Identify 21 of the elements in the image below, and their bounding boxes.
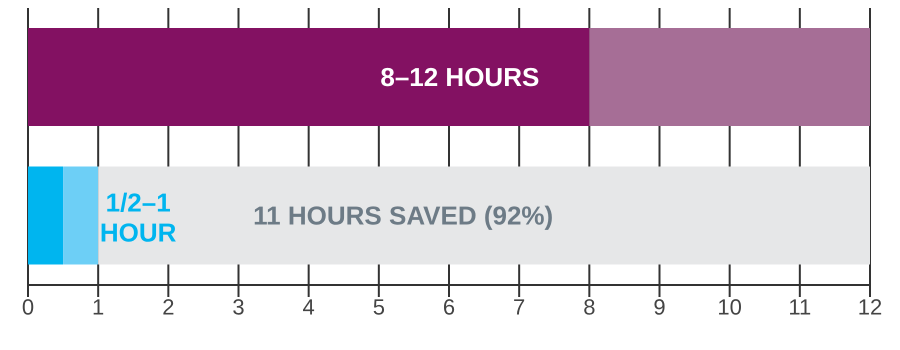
x-tick-label: 6 [442,294,456,320]
x-tick-label: 4 [302,294,315,320]
x-tick-label: 12 [858,294,882,320]
bar [98,166,870,264]
x-tick-label: 0 [22,294,34,320]
x-tick-label: 11 [788,294,812,320]
x-tick-label: 8 [583,294,596,320]
x-tick-label: 3 [232,294,245,320]
x-tick-label: 5 [372,294,385,320]
x-tick-label: 1 [92,294,104,320]
bar [589,28,870,126]
x-tick-label: 10 [717,294,742,320]
x-tick-label: 2 [162,294,174,320]
bar [28,28,590,126]
bar [28,166,64,264]
data-label: 1/2–1 HOUR [100,188,177,248]
data-label: 11 HOURS SAVED (92%) [253,200,554,230]
bar [63,166,98,264]
x-tick-label: 9 [653,294,666,320]
x-tick-label: 7 [513,294,526,320]
data-label: 8–12 HOURS [380,62,540,92]
